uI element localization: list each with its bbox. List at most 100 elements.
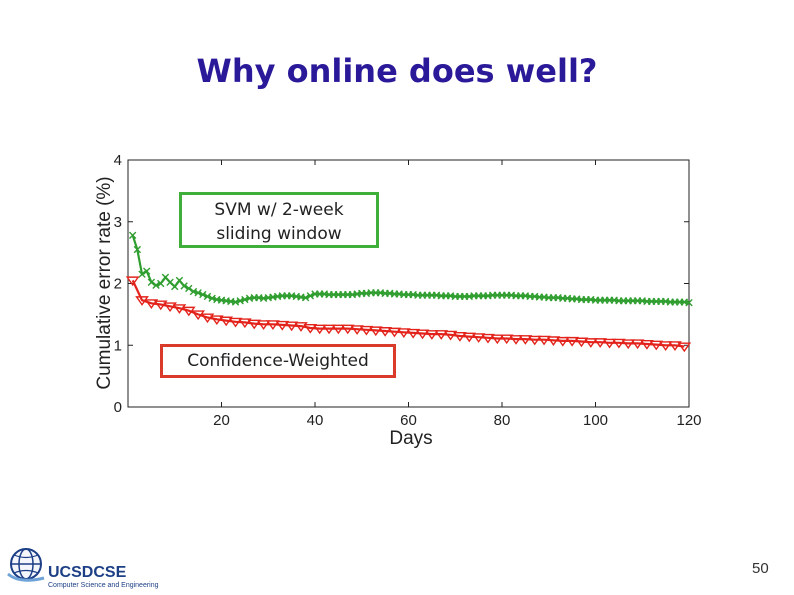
data-point: [152, 281, 160, 290]
data-point: [368, 326, 383, 337]
y-tick-label: 0: [114, 399, 122, 416]
data-point: [527, 335, 542, 346]
svm-callout: SVM w/ 2-week sliding window: [179, 192, 379, 248]
data-point: [387, 327, 402, 338]
data-point: [434, 330, 449, 340]
data-point: [157, 279, 165, 288]
x-tick-label: 40: [307, 412, 324, 429]
data-point: [593, 338, 608, 348]
data-point: [135, 296, 149, 306]
data-point: [621, 339, 636, 350]
data-point: [685, 298, 693, 307]
data-point: [378, 327, 392, 337]
data-point: [181, 306, 196, 317]
data-point: [359, 325, 374, 336]
logo-text: UCSDCSE: [48, 564, 127, 581]
data-point: [247, 319, 262, 330]
data-point: [306, 292, 315, 300]
data-point: [144, 299, 159, 309]
data-point: [443, 330, 458, 341]
data-point: [490, 334, 505, 345]
y-tick-label: 4: [114, 152, 122, 169]
data-point: [303, 323, 318, 334]
data-point: [275, 320, 290, 331]
data-point: [199, 290, 207, 299]
data-point: [219, 316, 234, 327]
data-point: [462, 332, 477, 343]
data-point: [471, 333, 486, 343]
data-point: [630, 339, 645, 350]
series-line: [131, 279, 685, 348]
x-axis-label: Days: [389, 428, 432, 449]
data-point: [138, 270, 146, 278]
data-point: [583, 338, 598, 348]
data-point: [555, 336, 570, 347]
data-point: [209, 315, 224, 326]
data-point: [153, 300, 168, 311]
axis-ticks: 20 40 60 80 100 120 0 1 2 3 4: [114, 152, 702, 429]
data-point: [194, 289, 202, 297]
data-point: [415, 329, 430, 340]
data-point: [301, 294, 310, 302]
data-point: [203, 292, 212, 301]
x-tick-label: 20: [213, 412, 230, 429]
data-point: [453, 331, 467, 342]
data-point: [425, 330, 439, 340]
data-point: [284, 321, 299, 332]
data-point: [340, 324, 355, 335]
data-point: [612, 338, 626, 349]
data-point: [185, 284, 193, 293]
series-cw: [125, 276, 692, 353]
data-point: [509, 335, 523, 345]
x-tick-label: 60: [400, 412, 417, 429]
x-tick-label: 100: [583, 412, 608, 429]
data-point: [537, 335, 551, 346]
data-point: [649, 340, 664, 351]
y-tick-label: 1: [114, 337, 122, 354]
logo-subtitle: Computer Science and Engineering: [48, 582, 159, 589]
data-point: [602, 338, 617, 349]
data-point: [312, 324, 327, 335]
data-point: [406, 328, 421, 339]
data-point: [677, 342, 692, 353]
page-number: 50: [752, 560, 769, 577]
slide-title: Why online does well?: [196, 52, 598, 90]
data-point: [658, 341, 673, 351]
data-point: [396, 328, 411, 338]
data-point: [574, 337, 589, 348]
data-point: [518, 335, 533, 345]
data-point: [143, 267, 151, 275]
data-point: [238, 318, 252, 329]
data-point: [481, 333, 495, 344]
data-point: [200, 313, 215, 324]
data-point: [640, 340, 654, 350]
y-tick-label: 2: [114, 276, 122, 293]
data-point: [350, 325, 364, 335]
data-point: [180, 282, 188, 290]
svm-callout-line-1: SVM w/ 2-week: [214, 200, 344, 220]
data-point: [546, 336, 561, 347]
data-point: [172, 304, 187, 314]
data-point: [266, 320, 280, 330]
x-tick-label: 80: [494, 412, 511, 429]
data-point: [128, 231, 137, 240]
ucsd-globe-icon: [7, 548, 45, 582]
svm-callout-line-2: sliding window: [216, 224, 342, 244]
data-point: [191, 310, 205, 321]
y-tick-label: 3: [114, 214, 122, 231]
data-point: [331, 324, 346, 335]
data-point: [256, 320, 271, 330]
data-point: [294, 322, 308, 332]
data-point: [163, 302, 177, 313]
data-point: [322, 324, 336, 335]
data-point: [125, 276, 140, 287]
data-point: [228, 317, 243, 328]
cw-callout: Confidence-Weighted: [160, 344, 396, 378]
data-point: [171, 282, 179, 291]
data-point: [499, 334, 514, 345]
x-tick-label: 120: [676, 412, 701, 429]
series-svm: [128, 231, 693, 307]
data-point: [147, 278, 156, 286]
y-axis-label: Cumulative error rate (%): [94, 176, 115, 389]
